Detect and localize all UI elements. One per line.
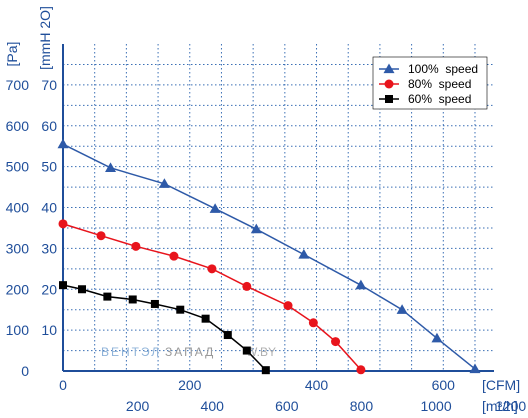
x-tick-label-m3h: 800 bbox=[350, 398, 374, 414]
y-tick-label-mmh2o: 50 bbox=[41, 159, 57, 175]
data-point bbox=[176, 305, 185, 314]
data-point bbox=[105, 162, 117, 172]
data-point bbox=[298, 249, 310, 259]
x-unit-m3h: [m³/h] bbox=[482, 398, 518, 414]
x-tick-label-m3h: 1000 bbox=[420, 398, 451, 414]
watermark-part3: W.BY bbox=[246, 345, 276, 359]
watermark-part2: ЗАПАД bbox=[165, 345, 215, 359]
data-point bbox=[201, 314, 210, 323]
data-point bbox=[242, 281, 252, 291]
data-point bbox=[431, 332, 443, 343]
y-tick-label-pa: 300 bbox=[6, 240, 30, 256]
y-tick-label-pa: 600 bbox=[6, 118, 30, 134]
data-point bbox=[356, 365, 366, 375]
watermark-part1: ВЕНТЭЛ bbox=[101, 345, 161, 359]
data-point bbox=[250, 223, 262, 234]
series-line bbox=[62, 223, 362, 371]
y-tick-label-mmh2o: 60 bbox=[41, 118, 57, 134]
data-point bbox=[223, 331, 232, 340]
data-point bbox=[57, 138, 69, 149]
x-tick-label-m3h: 400 bbox=[201, 398, 225, 414]
x-tick-label-m3h: 200 bbox=[126, 398, 150, 414]
y-unit-mmh2o: [mmH 2O] bbox=[37, 6, 53, 70]
legend-item: 60% speed bbox=[379, 92, 471, 106]
y-tick-label-mmh2o: 70 bbox=[41, 77, 57, 93]
y-tick-labels: 0 100 200 300 400 500 600 700 10 20 30 40 50 60 70 bbox=[6, 77, 58, 379]
legend-marker bbox=[385, 95, 393, 103]
series-circle bbox=[58, 219, 366, 375]
legend-label: 80% speed bbox=[408, 77, 471, 91]
data-point bbox=[331, 337, 341, 347]
y-tick-label-pa: 700 bbox=[6, 77, 30, 93]
data-point bbox=[242, 346, 251, 355]
y-tick-label-pa: 100 bbox=[6, 322, 30, 338]
series-square bbox=[59, 281, 270, 375]
data-point bbox=[261, 366, 270, 375]
y-tick-label-pa: 0 bbox=[21, 363, 29, 379]
watermark: ВЕНТЭЛ ЗАПАД W.BY bbox=[101, 345, 276, 359]
data-point bbox=[283, 301, 293, 311]
series-line bbox=[62, 284, 267, 371]
x-tick-label-cfm: 600 bbox=[432, 377, 456, 393]
legend-label: 60% speed bbox=[408, 92, 471, 106]
axes bbox=[62, 44, 494, 372]
y-tick-label-mmh2o: 30 bbox=[41, 240, 57, 256]
data-point bbox=[58, 219, 68, 229]
data-point bbox=[355, 279, 367, 290]
legend-marker bbox=[383, 63, 395, 74]
legend-item: 100% speed bbox=[379, 62, 478, 76]
x-tick-label-cfm: 0 bbox=[59, 377, 67, 393]
legend-marker bbox=[384, 79, 394, 89]
data-point bbox=[209, 203, 221, 213]
data-point bbox=[396, 304, 408, 314]
y-tick-label-mmh2o: 10 bbox=[41, 322, 57, 338]
legend-item: 80% speed bbox=[379, 77, 471, 91]
y-tick-label-pa: 500 bbox=[6, 159, 30, 175]
x-tick-label-m3h: 600 bbox=[275, 398, 299, 414]
data-point bbox=[308, 318, 318, 328]
data-point bbox=[150, 299, 159, 308]
y-tick-label-mmh2o: 20 bbox=[41, 281, 57, 297]
legend-label: 100% speed bbox=[408, 62, 478, 76]
data-point bbox=[169, 251, 179, 261]
data-point bbox=[207, 264, 217, 274]
data-point bbox=[158, 178, 170, 188]
series-triangle bbox=[57, 138, 481, 374]
y-tick-label-pa: 200 bbox=[6, 281, 30, 297]
x-unit-cfm: [CFM] bbox=[482, 377, 520, 393]
data-point bbox=[131, 241, 141, 251]
x-tick-labels: 0 200 400 600 200 400 600 800 1000 1200 bbox=[59, 377, 526, 414]
x-tick-label-m3h: 1200 bbox=[495, 398, 526, 414]
data-point bbox=[128, 295, 137, 304]
x-tick-label-cfm: 400 bbox=[305, 377, 329, 393]
y-tick-label-mmh2o: 40 bbox=[41, 200, 57, 216]
y-unit-pa: [Pa] bbox=[4, 42, 20, 67]
data-point bbox=[469, 363, 481, 374]
series-line bbox=[62, 143, 476, 370]
grid-lines bbox=[63, 44, 494, 371]
series-layer bbox=[57, 138, 481, 375]
data-point bbox=[103, 292, 112, 301]
x-tick-label-cfm: 200 bbox=[178, 377, 202, 393]
data-point bbox=[59, 281, 67, 290]
data-point bbox=[96, 231, 106, 241]
y-tick-label-pa: 400 bbox=[6, 200, 30, 216]
data-point bbox=[78, 285, 87, 294]
